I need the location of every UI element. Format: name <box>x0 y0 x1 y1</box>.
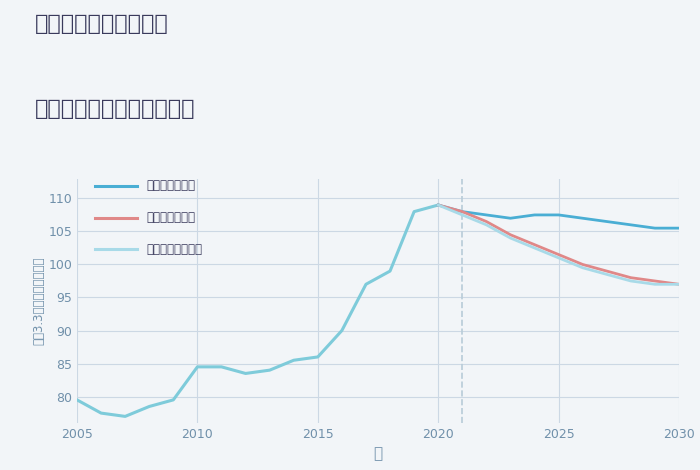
Text: 兵庫県姫路市林田町の: 兵庫県姫路市林田町の <box>35 14 169 34</box>
Y-axis label: 坪（3.3㎡）単価（万円）: 坪（3.3㎡）単価（万円） <box>32 257 46 345</box>
Text: グッドシナリオ: グッドシナリオ <box>146 180 195 192</box>
Text: バッドシナリオ: バッドシナリオ <box>146 211 195 224</box>
X-axis label: 年: 年 <box>373 446 383 462</box>
Text: ノーマルシナリオ: ノーマルシナリオ <box>146 243 202 256</box>
Text: 中古マンションの価格推移: 中古マンションの価格推移 <box>35 99 195 119</box>
